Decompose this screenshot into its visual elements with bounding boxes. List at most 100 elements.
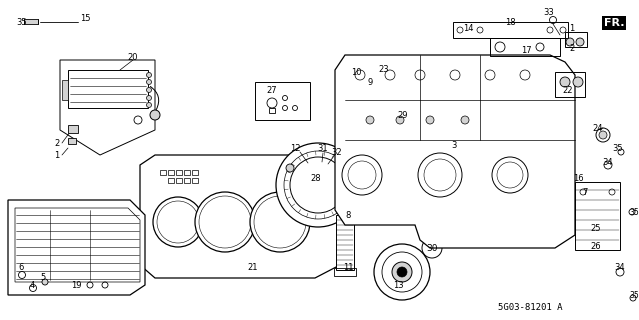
- Text: FR.: FR.: [604, 18, 624, 28]
- Bar: [160, 170, 166, 175]
- Text: 6: 6: [19, 262, 24, 271]
- Polygon shape: [8, 200, 145, 295]
- Circle shape: [146, 73, 151, 77]
- Circle shape: [342, 155, 382, 195]
- Text: 4: 4: [29, 282, 35, 291]
- Text: 3: 3: [451, 140, 457, 149]
- Text: 17: 17: [521, 45, 531, 54]
- Text: 8: 8: [345, 211, 351, 220]
- Circle shape: [146, 102, 151, 108]
- Circle shape: [150, 110, 160, 120]
- Circle shape: [566, 38, 574, 46]
- Circle shape: [392, 262, 412, 282]
- Text: 23: 23: [379, 65, 389, 74]
- Text: 2: 2: [569, 44, 574, 52]
- Bar: [68, 125, 78, 133]
- Text: 34: 34: [615, 263, 626, 273]
- Circle shape: [195, 192, 255, 252]
- Bar: [555, 72, 585, 97]
- Circle shape: [153, 197, 203, 247]
- Text: 1: 1: [569, 23, 574, 33]
- Bar: [303, 199, 309, 204]
- Text: 5G03-81201 A: 5G03-81201 A: [498, 303, 562, 313]
- Bar: [168, 178, 174, 183]
- Text: 21: 21: [248, 263, 258, 273]
- Text: 14: 14: [463, 23, 473, 33]
- Circle shape: [146, 79, 151, 84]
- Bar: [192, 170, 198, 175]
- Text: 1: 1: [54, 150, 59, 159]
- Polygon shape: [255, 82, 310, 120]
- Bar: [62, 80, 68, 100]
- Bar: [269, 108, 275, 113]
- Bar: [295, 191, 301, 196]
- Text: 27: 27: [266, 85, 277, 94]
- Circle shape: [276, 143, 360, 227]
- Text: 35: 35: [629, 207, 639, 217]
- Text: 2: 2: [54, 139, 59, 148]
- Text: 15: 15: [80, 13, 90, 22]
- Text: 22: 22: [563, 85, 573, 94]
- Bar: [336, 215, 354, 270]
- Text: 26: 26: [590, 242, 601, 251]
- Text: 19: 19: [71, 281, 81, 290]
- Bar: [334, 268, 356, 276]
- Circle shape: [418, 153, 462, 197]
- Circle shape: [366, 116, 374, 124]
- Text: 35: 35: [613, 143, 623, 153]
- Circle shape: [290, 157, 346, 213]
- Text: 35: 35: [17, 18, 27, 27]
- Text: 12: 12: [289, 143, 300, 153]
- Text: 20: 20: [128, 52, 138, 61]
- Bar: [490, 38, 560, 56]
- Polygon shape: [140, 155, 340, 278]
- Bar: [68, 138, 76, 144]
- Text: 32: 32: [332, 148, 343, 156]
- Bar: [192, 178, 198, 183]
- Circle shape: [42, 279, 48, 285]
- Text: 34: 34: [603, 157, 613, 166]
- Bar: [184, 170, 190, 175]
- Text: 5: 5: [40, 274, 45, 283]
- Circle shape: [560, 77, 570, 87]
- Bar: [24, 19, 38, 24]
- Text: 16: 16: [573, 173, 583, 182]
- Bar: [565, 32, 587, 47]
- Bar: [295, 175, 301, 180]
- Bar: [303, 183, 309, 188]
- Bar: [176, 170, 182, 175]
- Polygon shape: [60, 60, 155, 155]
- Bar: [168, 170, 174, 175]
- Circle shape: [461, 116, 469, 124]
- Circle shape: [573, 77, 583, 87]
- Text: 11: 11: [343, 263, 353, 273]
- Text: 29: 29: [397, 110, 408, 119]
- Text: 9: 9: [367, 77, 373, 86]
- Text: 13: 13: [393, 281, 403, 290]
- Polygon shape: [335, 55, 575, 248]
- Circle shape: [344, 166, 351, 173]
- Circle shape: [397, 267, 407, 277]
- Bar: [453, 22, 568, 38]
- Bar: [575, 182, 620, 250]
- Text: 18: 18: [505, 18, 515, 27]
- Text: 28: 28: [311, 173, 321, 182]
- Circle shape: [146, 95, 151, 100]
- Circle shape: [286, 164, 294, 172]
- Text: 31: 31: [318, 143, 328, 153]
- Text: 24: 24: [593, 124, 603, 132]
- Circle shape: [396, 116, 404, 124]
- Circle shape: [599, 131, 607, 139]
- Text: 10: 10: [351, 68, 361, 76]
- Circle shape: [146, 87, 151, 92]
- Bar: [184, 178, 190, 183]
- Text: 25: 25: [590, 223, 601, 233]
- Text: 7: 7: [582, 188, 588, 196]
- Text: 33: 33: [544, 7, 555, 17]
- Circle shape: [426, 116, 434, 124]
- Circle shape: [576, 38, 584, 46]
- Circle shape: [492, 157, 528, 193]
- Circle shape: [250, 192, 310, 252]
- Text: 35: 35: [629, 291, 639, 300]
- Bar: [176, 178, 182, 183]
